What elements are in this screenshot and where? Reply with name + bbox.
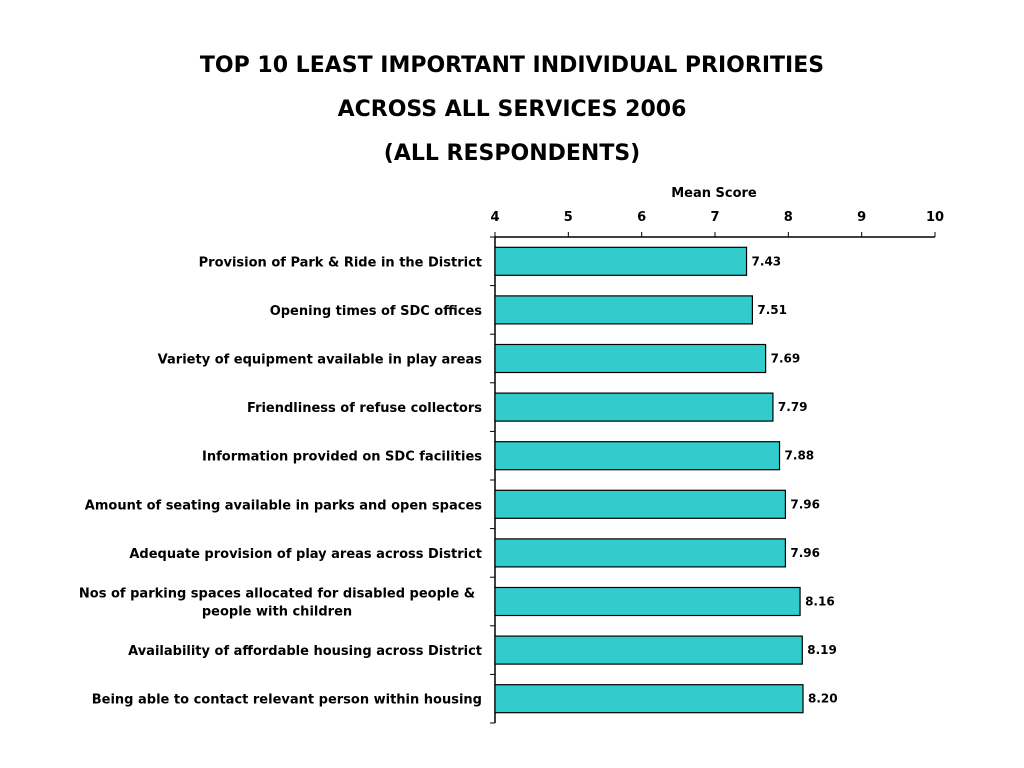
title-line-2: ACROSS ALL SERVICES 2006 <box>337 97 687 122</box>
category-label: Provision of Park & Ride in the District <box>199 255 482 270</box>
category-label: Friendliness of refuse collectors <box>247 401 482 416</box>
value-label: 8.20 <box>808 692 838 706</box>
bar <box>494 538 786 568</box>
category-label: Adequate provision of play areas across … <box>129 547 482 562</box>
x-tick-label: 7 <box>710 210 719 225</box>
bar <box>494 343 767 374</box>
category-labels: Provision of Park & Ride in the District… <box>79 255 482 707</box>
bar <box>494 635 803 665</box>
x-tick-label: 9 <box>857 210 866 225</box>
bar <box>494 392 774 422</box>
bars <box>494 246 804 714</box>
category-label: Amount of seating available in parks and… <box>85 498 482 513</box>
value-labels: 7.43 7.51 7.69 7.79 7.88 7.96 7.96 8.16 8.19 8.20 <box>752 254 838 705</box>
value-label: 7.88 <box>785 449 815 463</box>
x-tick-label: 5 <box>564 210 573 225</box>
bar <box>494 295 753 325</box>
value-label: 7.69 <box>771 352 801 366</box>
x-tick-label: 6 <box>637 210 646 225</box>
value-label: 8.16 <box>805 595 835 609</box>
x-axis-label: Mean Score <box>671 186 757 201</box>
x-tick-label: 10 <box>926 210 944 225</box>
category-label: Availability of affordable housing acros… <box>128 644 482 659</box>
value-label: 7.96 <box>790 497 820 511</box>
title-line-3: (ALL RESPONDENTS) <box>383 141 641 166</box>
category-label: Opening times of SDC offices <box>270 304 483 319</box>
value-label: 7.43 <box>752 254 782 268</box>
category-label: Nos of parking spaces allocated for disa… <box>79 587 475 620</box>
x-tick-label: 8 <box>784 210 793 225</box>
x-tick-label: 4 <box>490 210 499 225</box>
category-label: Information provided on SDC facilities <box>202 450 482 465</box>
chart-title: TOP 10 LEAST IMPORTANT INDIVIDUAL PRIORI… <box>0 44 1024 176</box>
bar <box>494 684 804 714</box>
category-label: Variety of equipment available in play a… <box>158 353 483 368</box>
bar <box>494 441 781 471</box>
bar <box>494 586 801 617</box>
value-label: 7.51 <box>757 303 787 317</box>
value-label: 8.19 <box>807 643 837 657</box>
bar <box>494 489 786 519</box>
bar <box>494 246 748 276</box>
category-label: Being able to contact relevant person wi… <box>92 693 482 708</box>
title-line-1: TOP 10 LEAST IMPORTANT INDIVIDUAL PRIORI… <box>199 53 825 78</box>
value-label: 7.96 <box>790 546 820 560</box>
value-label: 7.79 <box>778 400 808 414</box>
